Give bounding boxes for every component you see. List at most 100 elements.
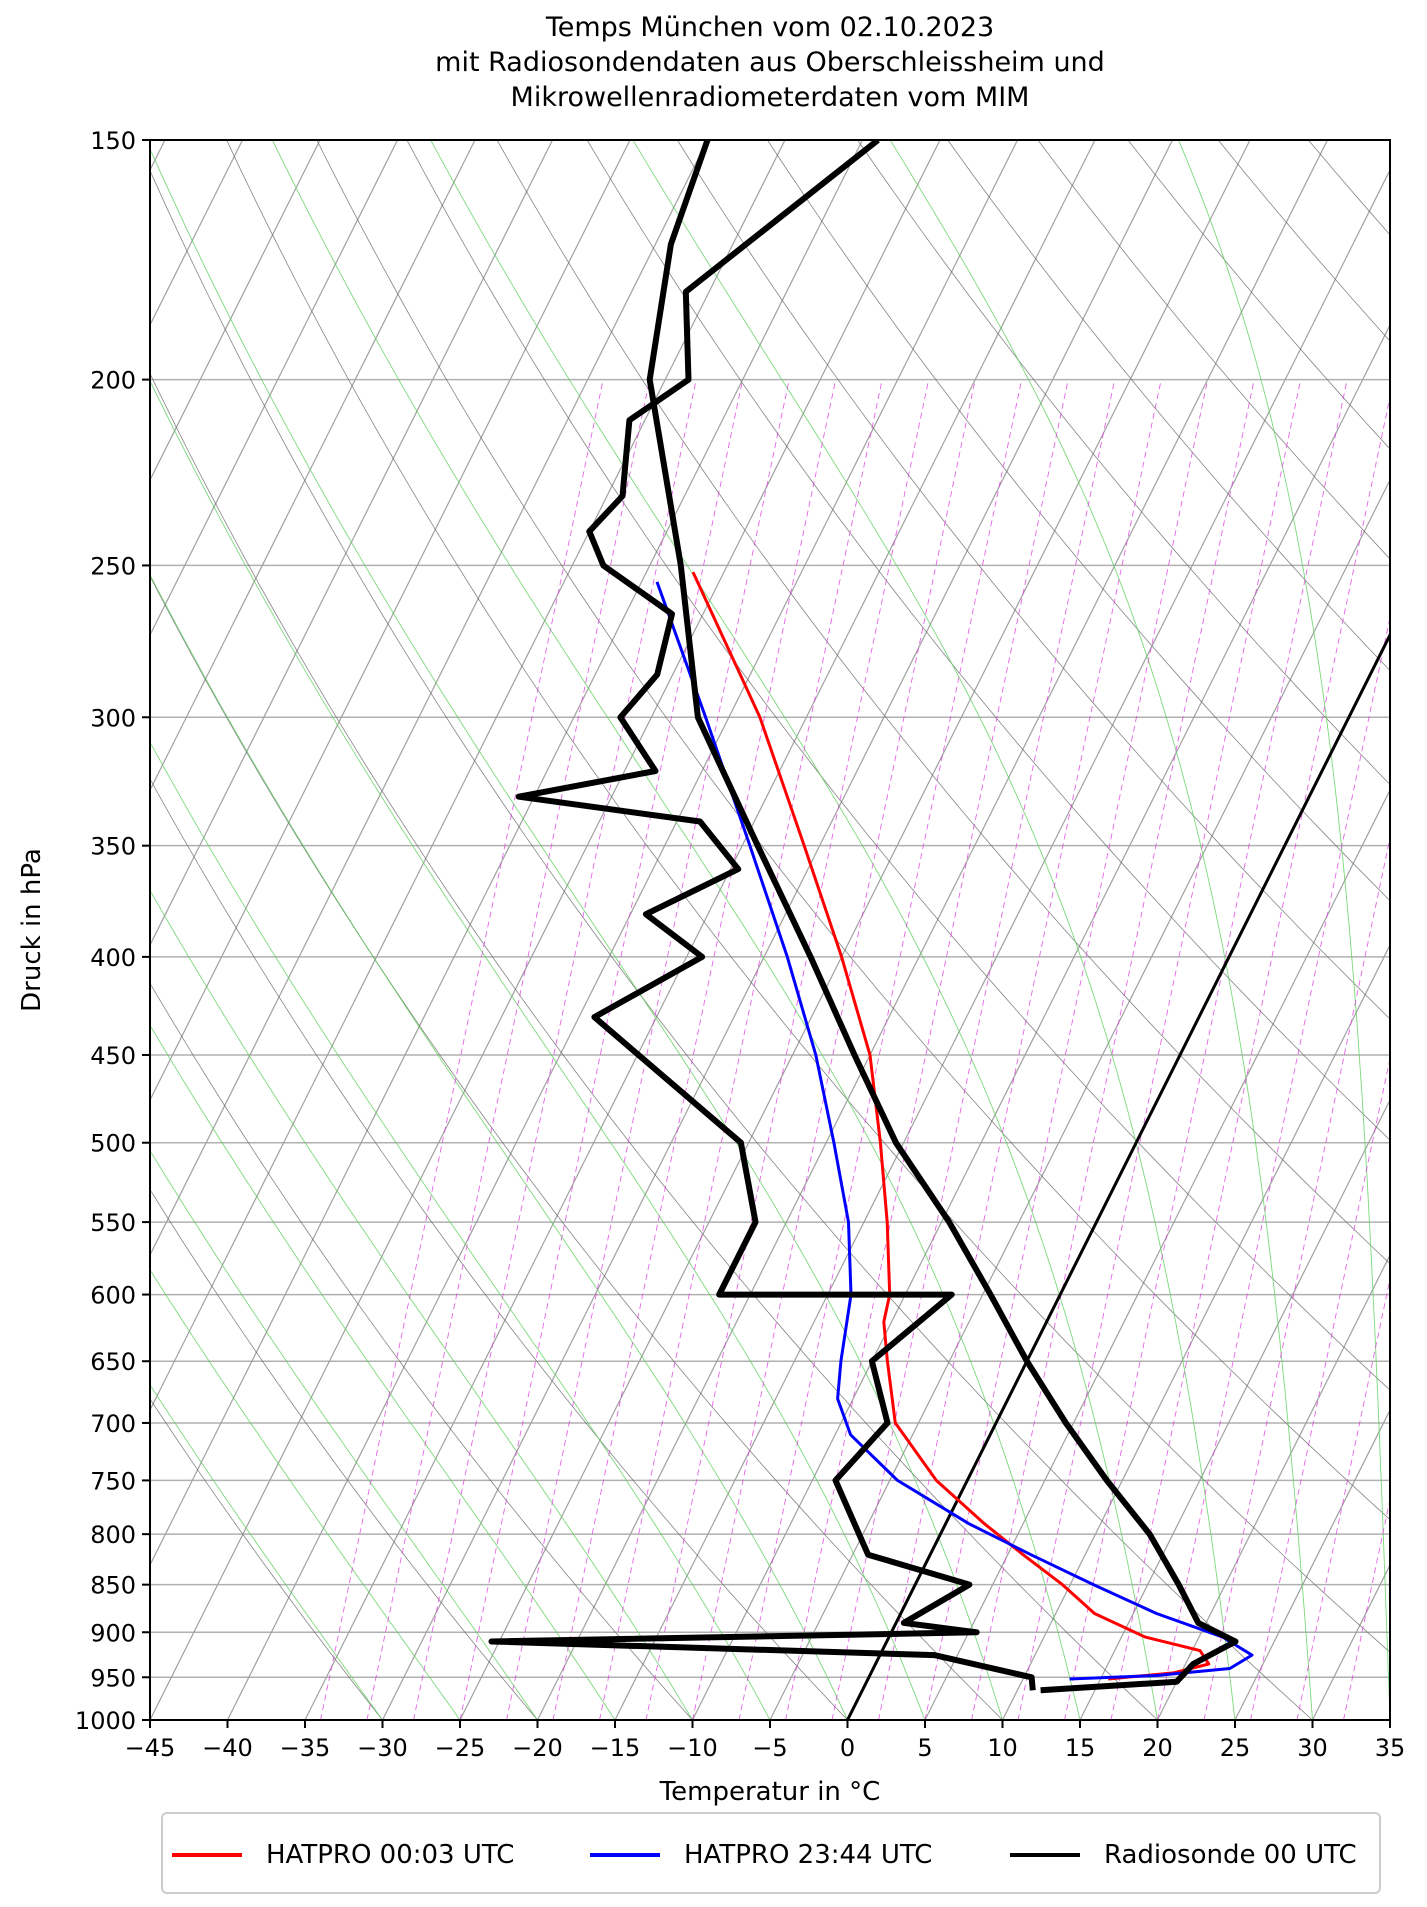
legend-swatch-black xyxy=(1010,1853,1080,1857)
moist-adiabat xyxy=(1177,140,1390,1720)
y-tick-label: 700 xyxy=(90,1410,136,1438)
isotherm-gridline xyxy=(536,140,1329,1720)
moist-adiabat xyxy=(150,1024,616,1720)
chart-title-line-1: Temps München vom 02.10.2023 xyxy=(545,12,995,43)
isotherm-gridline xyxy=(0,140,10,1720)
legend-label: Radiosonde 00 UTC xyxy=(1104,1840,1357,1870)
mixing-ratio-line xyxy=(645,379,930,1720)
x-tick-label: −15 xyxy=(590,1734,641,1762)
moist-adiabat xyxy=(1418,140,1427,1720)
mixing-ratio-line xyxy=(1157,615,1390,1720)
x-axis: −45 −40 −35 −30 −25 −20 −15 −10 −5 0 5 10 15 20 25 30 35 xyxy=(125,1720,1405,1762)
y-tick-label: 400 xyxy=(90,944,136,972)
y-tick-label: 950 xyxy=(90,1664,136,1692)
x-tick-label: −20 xyxy=(512,1734,563,1762)
moist-adiabat xyxy=(632,140,1236,1720)
dry-adiabat xyxy=(150,778,848,1720)
isotherm-gridline xyxy=(226,140,1019,1720)
legend-swatch-red xyxy=(172,1853,242,1857)
x-tick-label: −25 xyxy=(435,1734,486,1762)
mixing-ratio-line xyxy=(878,379,1162,1720)
y-tick-label: 800 xyxy=(90,1521,136,1549)
chart-title: Temps München vom 02.10.2023 mit Radioso… xyxy=(0,10,1427,115)
dry-adiabat xyxy=(226,140,1390,1653)
mixing-ratio-line xyxy=(1017,379,1302,1720)
moist-adiabat xyxy=(150,573,848,1720)
series-line-3 xyxy=(488,140,1036,1691)
dry-adiabat xyxy=(857,140,1390,786)
mixing-ratio-line xyxy=(320,379,604,1720)
y-tick-label: 600 xyxy=(90,1282,136,1310)
y-tick-label: 500 xyxy=(90,1130,136,1158)
moist-adiabat xyxy=(150,379,926,1720)
legend-item-radiosonde: Radiosonde 00 UTC xyxy=(1010,1814,1357,1896)
legend-swatch-blue xyxy=(590,1853,660,1857)
legend-label: HATPRO 00:03 UTC xyxy=(266,1840,515,1870)
dry-adiabat xyxy=(150,372,1158,1720)
series-line-0 xyxy=(691,571,1211,1681)
y-tick-label: 250 xyxy=(90,552,136,580)
isotherm-gridline xyxy=(150,140,631,1102)
isotherm-gridline xyxy=(691,323,1390,1720)
series-line-1 xyxy=(655,581,1254,1681)
series-line-2 xyxy=(646,140,1239,1694)
mixing-ratio-line xyxy=(692,379,976,1720)
background-lines xyxy=(0,140,1427,1720)
dry-adiabat xyxy=(767,140,1390,902)
mixing-ratio-line xyxy=(1110,394,1390,1720)
mixing-ratio-line xyxy=(924,379,1209,1720)
dry-adiabat xyxy=(586,140,1390,1141)
moist-adiabat xyxy=(889,140,1313,1720)
y-tick-label: 550 xyxy=(90,1209,136,1237)
isotherm-gridline xyxy=(150,140,709,1257)
y-tick-label: 650 xyxy=(90,1348,136,1376)
dry-adiabat xyxy=(1398,140,1427,1720)
moist-adiabat xyxy=(430,140,1158,1720)
isotherm-gridline xyxy=(459,140,1251,1720)
isotherm-gridline xyxy=(150,140,399,637)
x-tick-label: 20 xyxy=(1142,1734,1173,1762)
x-axis-label: Temperatur in °C xyxy=(659,1777,881,1807)
mixing-ratio-line xyxy=(413,379,697,1720)
x-tick-label: 10 xyxy=(987,1734,1018,1762)
y-tick-label: 850 xyxy=(90,1572,136,1600)
legend-label: HATPRO 23:44 UTC xyxy=(684,1840,933,1870)
isotherm-gridline xyxy=(614,168,1390,1720)
isotherm-gridline xyxy=(1234,1408,1390,1720)
x-tick-label: 25 xyxy=(1220,1734,1251,1762)
x-tick-label: 0 xyxy=(840,1734,855,1762)
mixing-ratio-line xyxy=(599,379,883,1720)
y-tick-label: 750 xyxy=(90,1467,136,1495)
dry-adiabat xyxy=(496,140,1390,1265)
dry-adiabat xyxy=(947,140,1390,672)
moist-adiabat xyxy=(150,1384,383,1720)
isotherm-gridline xyxy=(924,788,1390,1720)
dry-adiabat xyxy=(150,169,1313,1720)
mixing-ratio-line xyxy=(1203,835,1390,1720)
moist-adiabat xyxy=(150,889,693,1720)
x-tick-label: 5 xyxy=(917,1734,932,1762)
isotherm-gridline xyxy=(150,140,941,1720)
dry-adiabat xyxy=(316,140,1390,1521)
mixing-ratio-line xyxy=(738,379,1023,1720)
mixing-ratio-line xyxy=(1064,379,1348,1720)
x-tick-label: −35 xyxy=(280,1734,331,1762)
moist-adiabat xyxy=(150,147,1003,1720)
dry-adiabat xyxy=(150,982,693,1720)
isotherm-gridline xyxy=(150,140,476,792)
dry-adiabat xyxy=(1037,140,1390,560)
moist-adiabat xyxy=(150,741,771,1720)
mixing-ratio-line xyxy=(1343,1497,1390,1720)
moist-adiabat xyxy=(150,1269,461,1720)
y-tick-label: 900 xyxy=(90,1619,136,1647)
x-tick-label: −45 xyxy=(125,1734,176,1762)
y-tick-label: 450 xyxy=(90,1042,136,1070)
mixing-ratio-line xyxy=(552,379,837,1720)
x-tick-label: −10 xyxy=(667,1734,718,1762)
chart-title-line-3: Mikrowellenradiometerdaten vom MIM xyxy=(510,82,1030,113)
zero-degree-isotherm xyxy=(846,631,1390,1720)
mixing-ratio-line xyxy=(1296,1276,1390,1720)
mixing-ratio-line xyxy=(366,379,651,1720)
dry-adiabat xyxy=(150,1398,383,1720)
